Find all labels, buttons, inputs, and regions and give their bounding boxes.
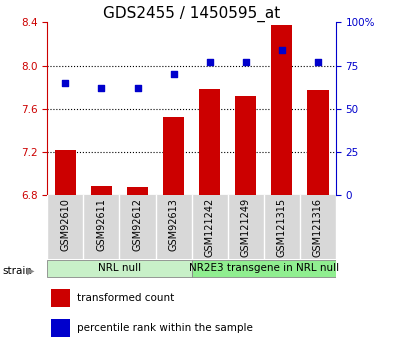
Bar bbox=[55, 150, 76, 195]
Bar bbox=[307, 90, 329, 195]
Bar bbox=[163, 117, 184, 195]
Bar bbox=[192, 195, 228, 260]
Text: GSM121316: GSM121316 bbox=[313, 198, 323, 257]
Bar bbox=[51, 289, 70, 307]
Bar bbox=[47, 195, 83, 260]
Point bbox=[243, 59, 249, 65]
Text: GSM121242: GSM121242 bbox=[205, 198, 214, 257]
Point bbox=[207, 59, 213, 65]
Point bbox=[314, 59, 321, 65]
Text: NR2E3 transgene in NRL null: NR2E3 transgene in NRL null bbox=[188, 263, 339, 273]
Bar bbox=[300, 195, 336, 260]
Bar bbox=[192, 260, 336, 277]
Text: GSM92613: GSM92613 bbox=[169, 198, 179, 251]
Bar bbox=[83, 195, 119, 260]
Bar bbox=[91, 186, 112, 195]
Bar bbox=[235, 96, 256, 195]
Bar bbox=[228, 195, 264, 260]
Text: transformed count: transformed count bbox=[77, 293, 174, 303]
Title: GDS2455 / 1450595_at: GDS2455 / 1450595_at bbox=[103, 6, 280, 22]
Text: GSM121249: GSM121249 bbox=[241, 198, 251, 257]
Text: strain: strain bbox=[2, 266, 32, 276]
Bar bbox=[271, 24, 292, 195]
Bar bbox=[47, 260, 192, 277]
Text: NRL null: NRL null bbox=[98, 263, 141, 273]
Text: percentile rank within the sample: percentile rank within the sample bbox=[77, 323, 253, 333]
Text: GSM92612: GSM92612 bbox=[132, 198, 143, 251]
Bar bbox=[156, 195, 192, 260]
Point bbox=[278, 47, 285, 53]
Bar bbox=[120, 195, 156, 260]
Bar bbox=[264, 195, 300, 260]
Text: GSM121315: GSM121315 bbox=[276, 198, 287, 257]
Point bbox=[134, 85, 141, 91]
Point bbox=[62, 80, 69, 86]
Text: ▶: ▶ bbox=[27, 266, 34, 276]
Bar bbox=[51, 319, 70, 337]
Point bbox=[98, 85, 105, 91]
Text: GSM92611: GSM92611 bbox=[96, 198, 107, 251]
Point bbox=[170, 71, 177, 77]
Bar bbox=[127, 187, 149, 195]
Text: GSM92610: GSM92610 bbox=[60, 198, 70, 251]
Bar bbox=[199, 89, 220, 195]
